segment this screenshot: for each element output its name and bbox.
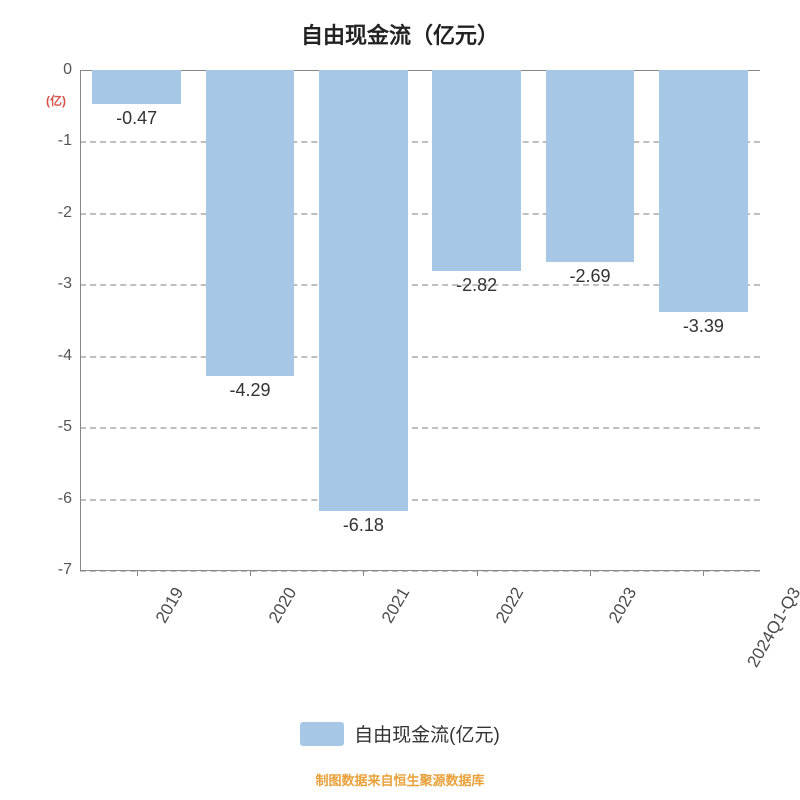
y-tick-label: 0 (32, 61, 72, 79)
bar-value-label: -3.39 (683, 316, 724, 337)
y-tick-label: -3 (32, 275, 72, 293)
plot-area: 0-1-2-3-4-5-6-7-0.472019-4.292020-6.1820… (80, 70, 760, 570)
x-tick-label: 2019 (152, 584, 188, 627)
bar-value-label: -0.47 (116, 108, 157, 129)
x-tick-label: 2024Q1-Q3 (744, 584, 800, 671)
grid-line (80, 284, 760, 286)
grid-line (80, 427, 760, 429)
bar (546, 70, 634, 262)
x-tick-label: 2022 (492, 584, 528, 627)
y-tick-label: -6 (32, 490, 72, 508)
y-axis-label: (亿) (46, 92, 66, 109)
bar (432, 70, 520, 271)
grid-line (80, 356, 760, 358)
x-tick-label: 2020 (265, 584, 301, 627)
y-tick-label: -4 (32, 347, 72, 365)
bar (92, 70, 180, 104)
bar-value-label: -6.18 (343, 515, 384, 536)
chart-footnote: 制图数据来自恒生聚源数据库 (0, 770, 800, 789)
grid-line (80, 499, 760, 501)
y-tick-label: -5 (32, 418, 72, 436)
y-tick-label: -1 (32, 132, 72, 150)
legend: 自由现金流(亿元) (0, 720, 800, 751)
chart-title: 自由现金流（亿元） (0, 18, 800, 50)
legend-label: 自由现金流(亿元) (354, 720, 500, 747)
bar (319, 70, 407, 511)
x-axis-line (80, 70, 760, 71)
bottom-axis-line (80, 570, 760, 571)
grid-line (80, 141, 760, 143)
x-tick-label: 2021 (378, 584, 414, 627)
y-axis-line (80, 70, 81, 570)
bar-value-label: -2.69 (569, 266, 610, 287)
y-tick-label: -2 (32, 204, 72, 222)
bar-value-label: -4.29 (229, 380, 270, 401)
bar (206, 70, 294, 376)
chart-container: 自由现金流（亿元） (亿) 0-1-2-3-4-5-6-7-0.472019-4… (0, 0, 800, 800)
grid-line (80, 213, 760, 215)
bar-value-label: -2.82 (456, 275, 497, 296)
bar (659, 70, 747, 312)
x-tick-label: 2023 (605, 584, 641, 627)
y-tick-label: -7 (32, 561, 72, 579)
legend-swatch (300, 722, 344, 746)
